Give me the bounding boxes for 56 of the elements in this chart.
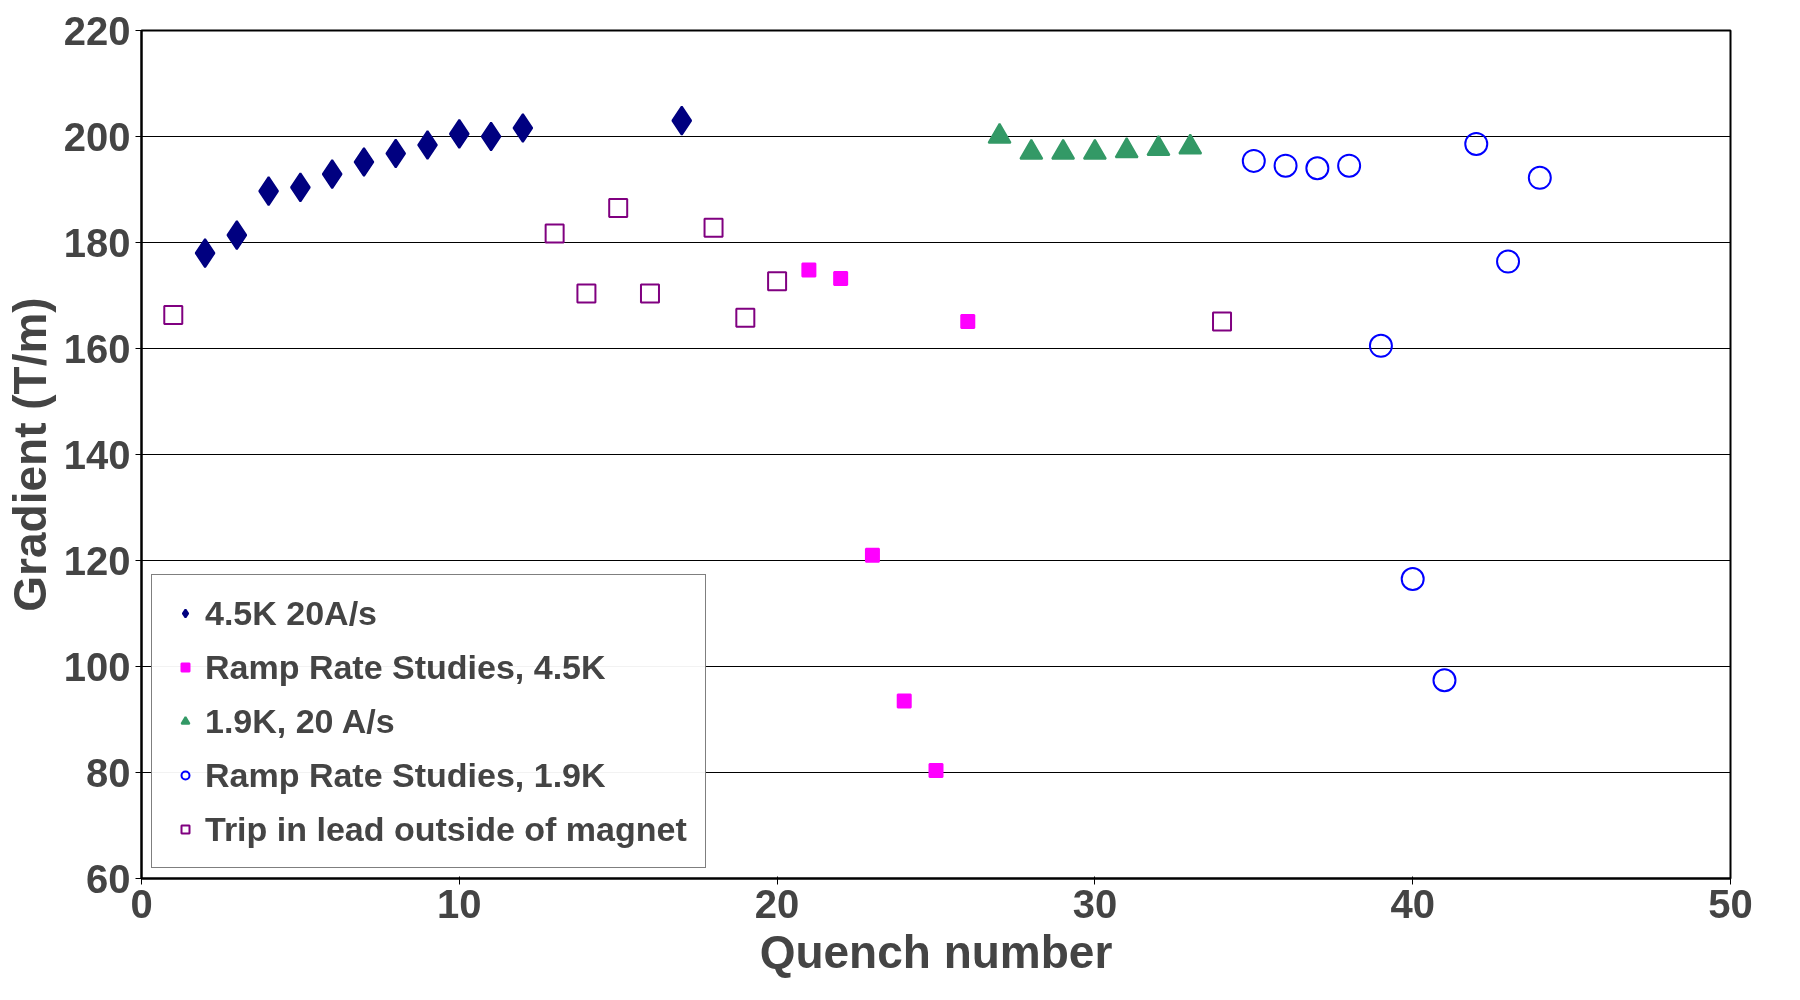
point xyxy=(928,762,944,778)
point xyxy=(512,113,534,144)
point xyxy=(1273,153,1298,178)
point xyxy=(1337,153,1362,178)
point xyxy=(639,283,660,304)
y-tick-label: 140 xyxy=(63,432,131,477)
y-tick-label: 180 xyxy=(63,220,131,265)
point xyxy=(1400,567,1425,592)
point xyxy=(1432,668,1457,693)
legend-label: 1.9K, 20 A/s xyxy=(205,701,395,741)
x-tick-label: 10 xyxy=(437,881,482,926)
point xyxy=(385,138,407,169)
point xyxy=(480,121,502,152)
point xyxy=(1496,249,1521,274)
point xyxy=(1464,131,1489,156)
point xyxy=(321,159,343,190)
legend-label: 4.5K 20A/s xyxy=(205,593,377,633)
point xyxy=(1241,148,1266,173)
y-tick-label: 220 xyxy=(63,8,131,53)
x-tick-label: 50 xyxy=(1708,881,1753,926)
point xyxy=(353,146,375,177)
point xyxy=(544,223,565,244)
point xyxy=(833,271,849,287)
point xyxy=(448,118,470,149)
y-tick-label: 100 xyxy=(63,644,131,689)
y-tick-label: 80 xyxy=(86,750,131,795)
y-tick-label: 120 xyxy=(63,538,131,583)
point xyxy=(767,271,788,292)
point xyxy=(896,693,912,709)
point xyxy=(1527,165,1552,190)
point xyxy=(801,262,817,278)
point xyxy=(1305,156,1330,181)
point xyxy=(576,283,597,304)
legend-label: Ramp Rate Studies, 4.5K xyxy=(205,647,606,687)
point xyxy=(864,547,880,563)
point xyxy=(735,307,756,328)
y-tick-label: 160 xyxy=(63,326,131,371)
point xyxy=(608,198,629,219)
point xyxy=(226,220,248,251)
point xyxy=(671,105,693,136)
point xyxy=(194,238,216,269)
point xyxy=(1212,311,1233,332)
x-tick-label: 0 xyxy=(130,881,153,926)
legend-label: Ramp Rate Studies, 1.9K xyxy=(205,755,606,795)
point xyxy=(1368,333,1393,358)
point xyxy=(703,217,724,238)
x-tick-label: 30 xyxy=(1072,881,1118,926)
y-axis-title: Gradient (T/m) xyxy=(3,297,56,612)
point xyxy=(163,305,184,326)
point xyxy=(960,313,976,329)
x-tick-label: 20 xyxy=(754,881,800,926)
legend-label: Trip in lead outside of magnet xyxy=(205,809,687,849)
x-tick-label: 40 xyxy=(1390,881,1435,926)
y-tick-label: 60 xyxy=(86,856,131,901)
y-tick-label: 200 xyxy=(63,114,131,159)
x-axis-title: Quench number xyxy=(759,925,1113,978)
